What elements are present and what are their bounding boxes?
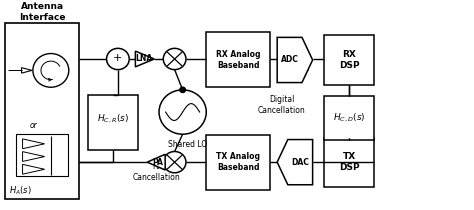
Bar (324, 35, 374, 85)
Text: ADC: ADC (282, 55, 299, 64)
Polygon shape (277, 140, 313, 185)
Bar (88, 95, 138, 150)
Polygon shape (136, 51, 155, 67)
Text: DAC: DAC (292, 158, 309, 167)
Polygon shape (147, 154, 165, 170)
Bar (206, 135, 270, 190)
Text: RF
Cancellation: RF Cancellation (133, 162, 181, 182)
Text: $H_A(s)$: $H_A(s)$ (9, 184, 32, 197)
Bar (17, 134, 68, 176)
Ellipse shape (107, 48, 129, 70)
Text: RX
DSP: RX DSP (339, 50, 360, 70)
Text: or: or (29, 121, 37, 130)
Text: Digital
Cancellation: Digital Cancellation (258, 96, 306, 115)
Polygon shape (277, 37, 313, 83)
Bar (206, 33, 270, 88)
Text: RX Analog
Baseband: RX Analog Baseband (216, 50, 260, 70)
Bar (324, 96, 374, 140)
Text: TX
DSP: TX DSP (339, 152, 360, 172)
Text: +: + (113, 53, 123, 63)
Text: LNA: LNA (135, 54, 153, 63)
Text: Antenna
Interface: Antenna Interface (19, 2, 65, 22)
Text: TX Analog
Baseband: TX Analog Baseband (216, 152, 260, 172)
Ellipse shape (159, 90, 206, 134)
Bar (324, 138, 374, 187)
Ellipse shape (33, 54, 69, 87)
Ellipse shape (163, 48, 186, 70)
Text: $H_{C,R}(s)$: $H_{C,R}(s)$ (97, 113, 129, 125)
Text: $H_{C,D}(s)$: $H_{C,D}(s)$ (333, 112, 365, 124)
Text: PA: PA (153, 158, 164, 167)
Text: Shared LO: Shared LO (168, 140, 207, 149)
Bar (5, 23, 79, 200)
Ellipse shape (180, 87, 185, 93)
Ellipse shape (163, 151, 186, 173)
